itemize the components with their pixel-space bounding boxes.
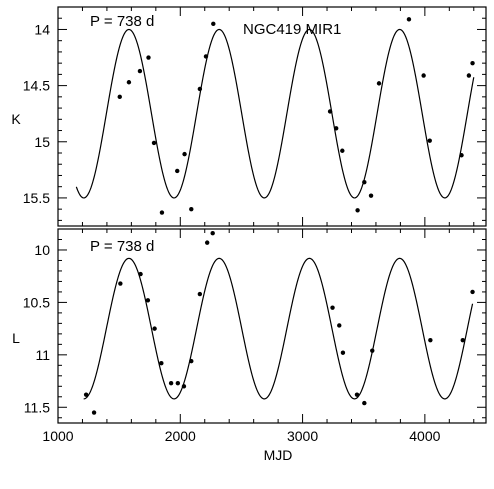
x-axis-label: MJD xyxy=(264,447,293,463)
data-point xyxy=(117,94,122,100)
data-point xyxy=(175,380,181,386)
data-point xyxy=(470,289,475,295)
data-point xyxy=(137,68,143,74)
data-point xyxy=(355,208,360,213)
data-point xyxy=(159,361,164,366)
data-point xyxy=(376,81,382,86)
data-point xyxy=(406,17,412,22)
data-point xyxy=(370,348,375,353)
y-axis-label: L xyxy=(12,330,20,346)
model-curve xyxy=(75,28,475,199)
data-point xyxy=(340,148,345,153)
data-point xyxy=(428,337,433,343)
y-tick-label: 10 xyxy=(34,242,50,258)
data-point xyxy=(210,230,215,236)
y-tick-label: 14 xyxy=(34,21,50,37)
data-point xyxy=(340,350,346,355)
data-point xyxy=(189,206,194,212)
data-point xyxy=(197,291,203,297)
data-point xyxy=(145,298,151,303)
data-point xyxy=(203,54,209,59)
y-tick-label: 10.5 xyxy=(23,294,50,310)
data-point xyxy=(330,305,335,310)
data-point xyxy=(368,193,374,198)
data-point xyxy=(197,86,203,92)
data-point xyxy=(337,323,342,328)
data-point xyxy=(421,73,426,78)
data-point xyxy=(182,151,187,157)
data-point xyxy=(126,80,132,85)
data-point xyxy=(327,109,333,114)
data-point xyxy=(470,60,475,66)
panel-k-band: 14 14.5 15 15.5 P = 738 d NGC419 MIR1 K xyxy=(11,6,487,227)
y-tick-label: 14.5 xyxy=(23,78,50,94)
data-point xyxy=(459,153,464,158)
period-annotation: P = 738 d xyxy=(90,13,154,30)
x-tick-label: 3000 xyxy=(287,428,318,444)
y-tick-label: 11.5 xyxy=(24,399,50,415)
data-point xyxy=(159,210,165,215)
panel-l-band: 1000 2000 3000 4000 10 10.5 11 11.5 P = 738 d L MJ… xyxy=(12,228,487,463)
data-point xyxy=(175,168,180,174)
data-point xyxy=(181,384,187,389)
data-point xyxy=(91,410,97,415)
data-point xyxy=(334,126,339,131)
data-point xyxy=(362,180,367,185)
data-point xyxy=(151,140,157,146)
x-tick-label: 2000 xyxy=(165,428,196,444)
model-curve xyxy=(83,257,474,400)
object-name-annotation: NGC419 MIR1 xyxy=(243,21,341,38)
data-point xyxy=(138,271,143,277)
data-point xyxy=(466,73,472,78)
data-point xyxy=(354,392,360,397)
y-tick-label: 11 xyxy=(35,347,50,363)
y-axis-label: K xyxy=(11,111,21,127)
data-point xyxy=(146,55,151,60)
data-point xyxy=(204,240,210,245)
plot-frame xyxy=(57,6,487,227)
x-tick-label: 1000 xyxy=(42,428,73,444)
period-annotation: P = 738 d xyxy=(90,238,154,255)
data-point xyxy=(83,392,89,397)
data-point xyxy=(189,358,194,364)
y-tick-label: 15 xyxy=(34,134,50,150)
data-point xyxy=(118,281,123,286)
y-tick-label: 15.5 xyxy=(23,190,50,206)
data-point xyxy=(152,326,157,331)
data-point xyxy=(168,380,174,386)
x-tick-label: 4000 xyxy=(409,428,440,444)
data-point xyxy=(427,138,432,143)
plot-frame xyxy=(57,228,487,424)
data-point xyxy=(460,337,465,343)
data-point xyxy=(362,400,367,406)
data-point xyxy=(211,21,216,27)
